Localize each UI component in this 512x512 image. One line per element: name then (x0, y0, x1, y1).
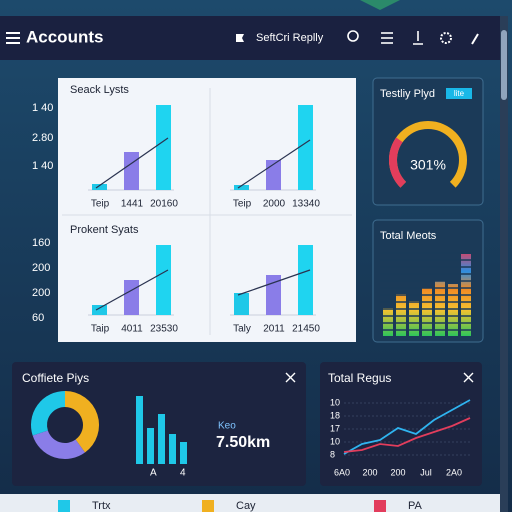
close-button[interactable] (463, 372, 474, 383)
x-label: 23530 (150, 324, 178, 335)
x-label: Teip (91, 199, 110, 210)
x-label: Taly (233, 324, 251, 335)
trend-line (237, 269, 311, 296)
trend-line (95, 137, 169, 189)
x-label: Jul (420, 467, 432, 477)
button-label[interactable]: PA (408, 500, 423, 512)
axis-label: 10 (330, 397, 340, 407)
button-swatch[interactable] (202, 500, 214, 512)
axis-label: 10 (330, 436, 340, 446)
download-icon[interactable] (413, 31, 423, 45)
x-label: 4011 (121, 324, 143, 335)
search-text[interactable]: SeftCri Replly (256, 32, 324, 44)
summary-title: Coffiete Piys (22, 371, 89, 385)
trend-line (95, 269, 169, 311)
x-label: 1441 (121, 199, 144, 210)
axis-label: 160 (32, 237, 50, 249)
meter-bar (409, 301, 419, 336)
bar (158, 414, 165, 464)
bar (169, 434, 176, 464)
x-label: Taip (91, 324, 110, 335)
chart-title: Seack Lysts (70, 84, 129, 96)
axis-label: 200 (32, 287, 50, 299)
x-label: 20160 (150, 199, 178, 210)
flag-icon[interactable] (236, 34, 244, 42)
x-label: 21450 (292, 324, 320, 335)
list-icon[interactable] (381, 32, 393, 44)
meter-bar (383, 308, 393, 336)
donut-segment (64, 391, 99, 453)
axis-label: 200 (32, 262, 50, 274)
bar (92, 184, 107, 190)
bar (298, 105, 313, 190)
series-line (343, 399, 471, 455)
close-button[interactable] (285, 372, 296, 383)
app-title: Accounts (26, 27, 103, 46)
stat-label: Keo (218, 421, 236, 432)
axis-label: 1 40 (32, 102, 53, 114)
menu-icon (6, 32, 20, 44)
bar (180, 442, 187, 464)
edit-icon[interactable] (471, 33, 479, 45)
x-label: 13340 (292, 199, 320, 210)
axis-label: 1 40 (32, 160, 53, 172)
x-label: 2000 (263, 199, 286, 210)
meter-bar (448, 284, 458, 336)
bar (124, 152, 139, 190)
x-label: 2A0 (446, 467, 462, 477)
header-bar (0, 16, 500, 60)
bar (298, 245, 313, 315)
meters-title: Total Meots (380, 230, 437, 242)
donut-segment (32, 430, 85, 459)
axis-label: 8 (330, 449, 335, 459)
gauge-panel (372, 77, 484, 206)
meter-bar (396, 294, 406, 336)
bar (124, 280, 139, 315)
gauge-arc-accent (389, 137, 407, 188)
button-label[interactable]: Cay (236, 500, 256, 512)
bar (266, 275, 281, 315)
meter-bar (422, 288, 432, 336)
settings-icon[interactable] (440, 32, 452, 44)
axis-label: 17 (330, 423, 340, 433)
gauge-title: Testliy Plyd (380, 88, 435, 100)
badge (446, 88, 472, 99)
button-label[interactable]: Trtx (92, 500, 111, 512)
bar (156, 105, 171, 190)
badge-text: lite (454, 89, 465, 98)
x-label: 6A0 (334, 467, 350, 477)
axis-label: 18 (330, 410, 340, 420)
bar (147, 428, 154, 464)
corner-decoration (360, 0, 400, 10)
bar (136, 396, 143, 464)
donut-segment (31, 391, 66, 436)
bar (234, 293, 249, 315)
x-label: 200 (362, 467, 377, 477)
x-label: 2011 (263, 324, 285, 335)
x-label: Teip (233, 199, 252, 210)
bar-label: 4 (180, 468, 186, 479)
series-line (343, 417, 471, 453)
gauge-label: 301% (410, 157, 446, 173)
bar (234, 185, 249, 190)
chart-title: Prokent Syats (70, 224, 139, 236)
search-icon[interactable] (347, 30, 359, 42)
bar (92, 305, 107, 315)
axis-label: 2.80 (32, 132, 53, 144)
stat-value: 7.50km (216, 434, 270, 451)
button-swatch[interactable] (58, 500, 70, 512)
axis-label: 60 (32, 312, 44, 324)
scrollbar-thumb[interactable] (501, 30, 507, 100)
bar-label: A (150, 468, 157, 479)
regus-title: Total Regus (328, 371, 391, 385)
bar (156, 245, 171, 315)
button-swatch[interactable] (374, 500, 386, 512)
x-label: 200 (390, 467, 405, 477)
scrollbar[interactable] (500, 16, 508, 512)
trend-line (237, 139, 311, 189)
